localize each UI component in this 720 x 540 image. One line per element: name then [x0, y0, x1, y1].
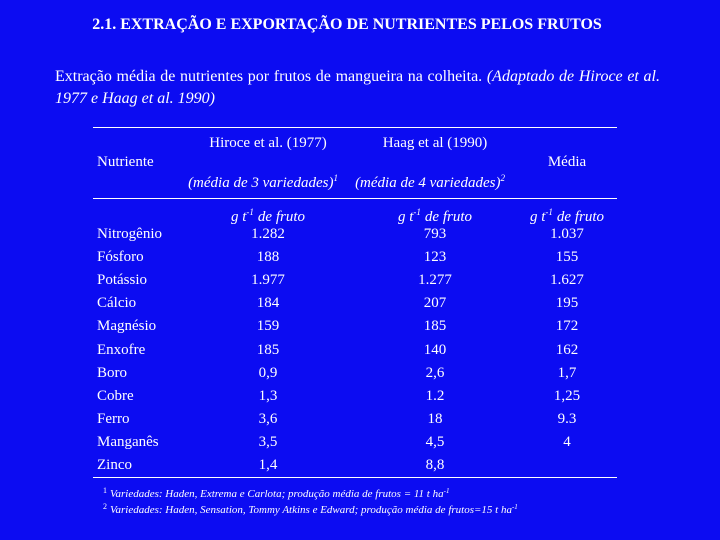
cell-value: 8,8	[425, 457, 445, 473]
unit-suffix: de fruto	[556, 209, 605, 225]
cell-value: 1,3	[258, 387, 278, 404]
unit: g t-1 de fruto	[231, 203, 305, 226]
row-label: Enxofre	[97, 341, 146, 358]
unit-sup: -1	[246, 207, 254, 217]
footnote-marker: 1	[103, 486, 107, 495]
cell-value: 4,5	[425, 433, 445, 450]
cell-value: 4	[563, 433, 571, 450]
cell-value: 1.282	[251, 226, 285, 242]
cell-value: 123	[423, 249, 447, 266]
header-note: (média de 4 variedades)2	[355, 169, 505, 192]
unit-sup: -1	[545, 207, 553, 217]
header-source: Haag et al (1990)	[382, 135, 488, 151]
cell-value: 184	[256, 295, 280, 312]
unit-text: g t	[529, 209, 546, 225]
footnote-text: Variedades: Haden, Extrema e Carlota; pr…	[110, 488, 444, 500]
header-nutrient: Nutriente	[97, 154, 154, 170]
cell-value: 0,9	[258, 364, 278, 381]
caption: Extração média de nutrientes por frutos …	[55, 66, 660, 110]
row-label: Magnésio	[97, 318, 157, 335]
unit-suffix: de fruto	[257, 209, 306, 225]
table-bottom-rule	[93, 477, 617, 478]
caption-source: (Adaptado de Hiroce et al. 1977 e Haag e…	[55, 68, 660, 107]
header-source: Média	[547, 154, 587, 170]
note-ref: 2	[500, 173, 505, 183]
cell-value: 1.037	[550, 226, 584, 242]
cell-value: 1,7	[557, 364, 577, 381]
row-label: Zinco	[97, 457, 132, 473]
footnote-sup: -1	[511, 503, 518, 511]
footnote: 2 Variedades: Haden, Sensation, Tommy Atk…	[103, 502, 518, 516]
unit-sup: -1	[413, 207, 421, 217]
cell-value: 18	[427, 410, 443, 427]
note-ref: 1	[333, 173, 338, 183]
cell-value: 162	[555, 341, 579, 358]
row-label: Manganês	[97, 433, 159, 450]
slide-title: 2.1. EXTRAÇÃO E EXPORTAÇÃO DE NUTRIENTES…	[92, 16, 602, 33]
unit-text: g t	[397, 209, 414, 225]
cell-value: 2,6	[425, 364, 445, 381]
cell-value: 159	[256, 318, 280, 335]
cell-value: 185	[423, 318, 447, 335]
footnote-text: Variedades: Haden, Sensation, Tommy Atki…	[110, 504, 512, 516]
cell-value: 185	[256, 341, 280, 358]
table-top-rule	[93, 127, 617, 128]
row-label: Cobre	[97, 387, 134, 404]
cell-value: 188	[256, 249, 280, 266]
table-header-rule	[93, 198, 617, 199]
cell-value: 1.2	[425, 387, 445, 404]
cell-value: 172	[555, 318, 579, 335]
row-label: Cálcio	[97, 295, 137, 312]
row-label: Fósforo	[97, 249, 144, 266]
cell-value: 140	[423, 341, 447, 358]
header-note: (média de 3 variedades)1	[188, 169, 338, 192]
row-label: Ferro	[97, 410, 130, 427]
cell-value: 9.3	[557, 410, 577, 427]
note-text: (média de 3 variedades)	[188, 175, 334, 191]
cell-value: 1.977	[251, 272, 285, 289]
unit: g t-1 de fruto	[530, 203, 604, 226]
unit-suffix: de fruto	[424, 209, 473, 225]
row-label: Potássio	[97, 272, 148, 289]
cell-value: 3,6	[258, 410, 278, 427]
footnote-sup: -1	[443, 487, 450, 495]
cell-value: 195	[555, 295, 579, 312]
cell-value: 1.627	[550, 272, 584, 289]
cell-value: 3,5	[258, 433, 278, 450]
header-source: Hiroce et al. (1977)	[209, 135, 327, 151]
cell-value: 1,25	[553, 387, 581, 404]
caption-text: Extração média de nutrientes por frutos …	[55, 68, 483, 85]
cell-value: 1.277	[418, 272, 452, 289]
footnote-marker: 2	[103, 502, 107, 511]
row-label: Nitrogênio	[97, 226, 162, 242]
cell-value: 207	[423, 295, 447, 312]
cell-value: 155	[555, 249, 579, 266]
cell-value: 1,4	[258, 457, 278, 473]
unit: g t-1 de fruto	[398, 203, 472, 226]
footnote: 1 Variedades: Haden, Extrema e Carlota; p…	[103, 486, 449, 500]
cell-value: 793	[423, 226, 447, 242]
unit-text: g t	[230, 209, 247, 225]
note-text: (média de 4 variedades)	[355, 175, 501, 191]
row-label: Boro	[97, 364, 127, 381]
